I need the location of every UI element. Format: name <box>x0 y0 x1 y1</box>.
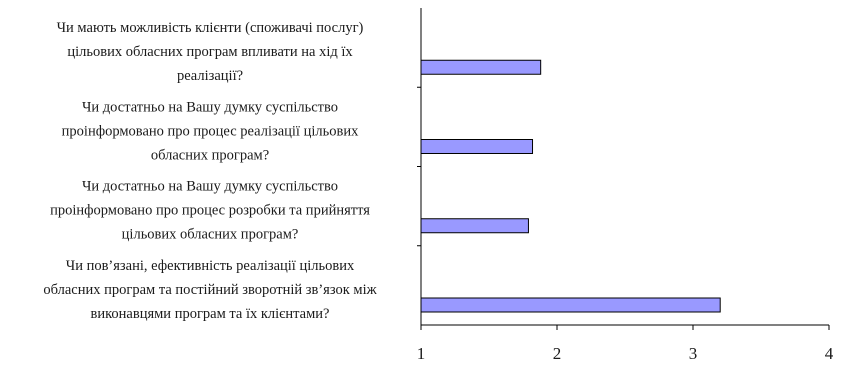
x-tick-label: 1 <box>417 344 426 363</box>
category-label-2-line-2: проінформовано про процес реалізації ціл… <box>62 123 359 139</box>
bar-4 <box>420 297 721 313</box>
category-label-3-line-1: Чи достатньо на Вашу думку суспільство <box>82 179 338 195</box>
x-tick-label: 3 <box>689 344 698 363</box>
category-label-4-line-3: виконавцями програм та їх клієнтами? <box>91 306 330 322</box>
bar-2 <box>420 139 534 154</box>
category-label-4-line-2: обласних програм та постійний зворотній … <box>43 282 377 298</box>
axes: 1 2 3 4 <box>417 8 834 363</box>
bar-1 <box>420 59 542 75</box>
category-label-3-line-2: проінформовано про процес розробки та пр… <box>50 203 370 219</box>
category-label-2-line-1: Чи достатньо на Вашу думку суспільство <box>82 99 338 115</box>
bar-3 <box>420 218 529 234</box>
category-label-4-line-1: Чи пов’язані, ефективність реалізації ці… <box>66 258 355 274</box>
category-label-1-line-1: Чи мають можливість клієнти (споживачі п… <box>57 20 364 36</box>
category-label-1-line-2: цільових обласних програм впливати на хі… <box>67 44 353 60</box>
x-tick-label: 2 <box>553 344 562 363</box>
category-labels: Чи мають можливість клієнти (споживачі п… <box>43 20 377 322</box>
bars <box>420 59 721 313</box>
category-label-2-line-3: обласних програм? <box>151 147 269 163</box>
category-label-3-line-3: цільових обласних програм? <box>122 227 299 243</box>
x-tick-label: 4 <box>825 344 834 363</box>
category-label-1-line-3: реалізації? <box>177 68 243 84</box>
